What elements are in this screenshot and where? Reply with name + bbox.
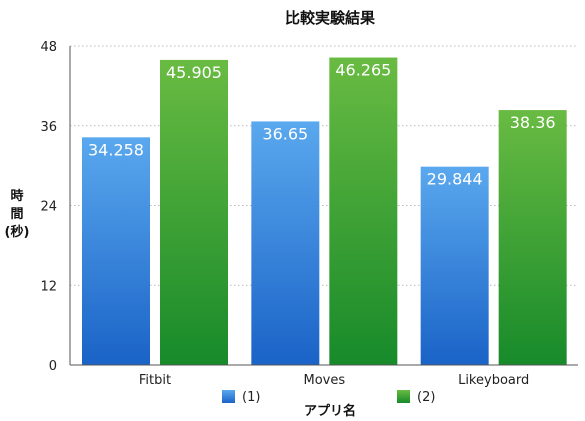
axes bbox=[69, 46, 578, 366]
bar-moves-series-2 bbox=[329, 57, 398, 366]
data-label: 34.258 bbox=[88, 140, 144, 159]
x-axis-title: アプリ名 bbox=[304, 403, 356, 419]
y-axis-title: 時 間 (秒) bbox=[5, 188, 30, 240]
data-label: 29.844 bbox=[427, 170, 483, 189]
y-tick-label: 48 bbox=[40, 40, 57, 55]
bar-likeyboard-series-2 bbox=[498, 110, 567, 366]
y-tick-label: 12 bbox=[40, 279, 57, 294]
data-label: 45.905 bbox=[166, 63, 222, 82]
legend-swatch-series-1 bbox=[222, 390, 235, 403]
bars bbox=[82, 57, 567, 366]
legend-swatch-series-2 bbox=[397, 390, 410, 403]
y-axis-title-line-1: 時 bbox=[10, 188, 23, 204]
legend-label-series-1: (1) bbox=[242, 390, 260, 405]
gridlines bbox=[70, 45, 578, 286]
y-axis-title-line-3: (秒) bbox=[5, 224, 30, 240]
x-tick-label: Fitbit bbox=[139, 373, 171, 388]
y-axis-title-line-2: 間 bbox=[10, 207, 23, 222]
x-tick-label: Moves bbox=[304, 373, 346, 388]
bar-likeyboard-series-1 bbox=[420, 166, 489, 365]
y-tick-label: 36 bbox=[40, 120, 57, 135]
legend-label-series-2: (2) bbox=[417, 390, 435, 405]
data-label: 38.36 bbox=[510, 113, 556, 132]
y-tick-label: 24 bbox=[40, 200, 57, 215]
data-label: 46.265 bbox=[335, 61, 391, 80]
y-tick-label: 0 bbox=[49, 359, 57, 374]
chart-title: 比較実験結果 bbox=[285, 9, 376, 27]
bar-fitbit-series-1 bbox=[82, 137, 150, 365]
labels: 0 12 24 36 48 34.258 45.905 Fitbit 36.65 46.265 Mo… bbox=[40, 40, 555, 388]
bar-fitbit-series-2 bbox=[160, 59, 228, 365]
data-label: 36.65 bbox=[262, 124, 308, 143]
legend: (1) (2) bbox=[222, 390, 435, 405]
x-tick-label: Likeyboard bbox=[458, 373, 529, 388]
bar-moves-series-1 bbox=[251, 121, 320, 365]
